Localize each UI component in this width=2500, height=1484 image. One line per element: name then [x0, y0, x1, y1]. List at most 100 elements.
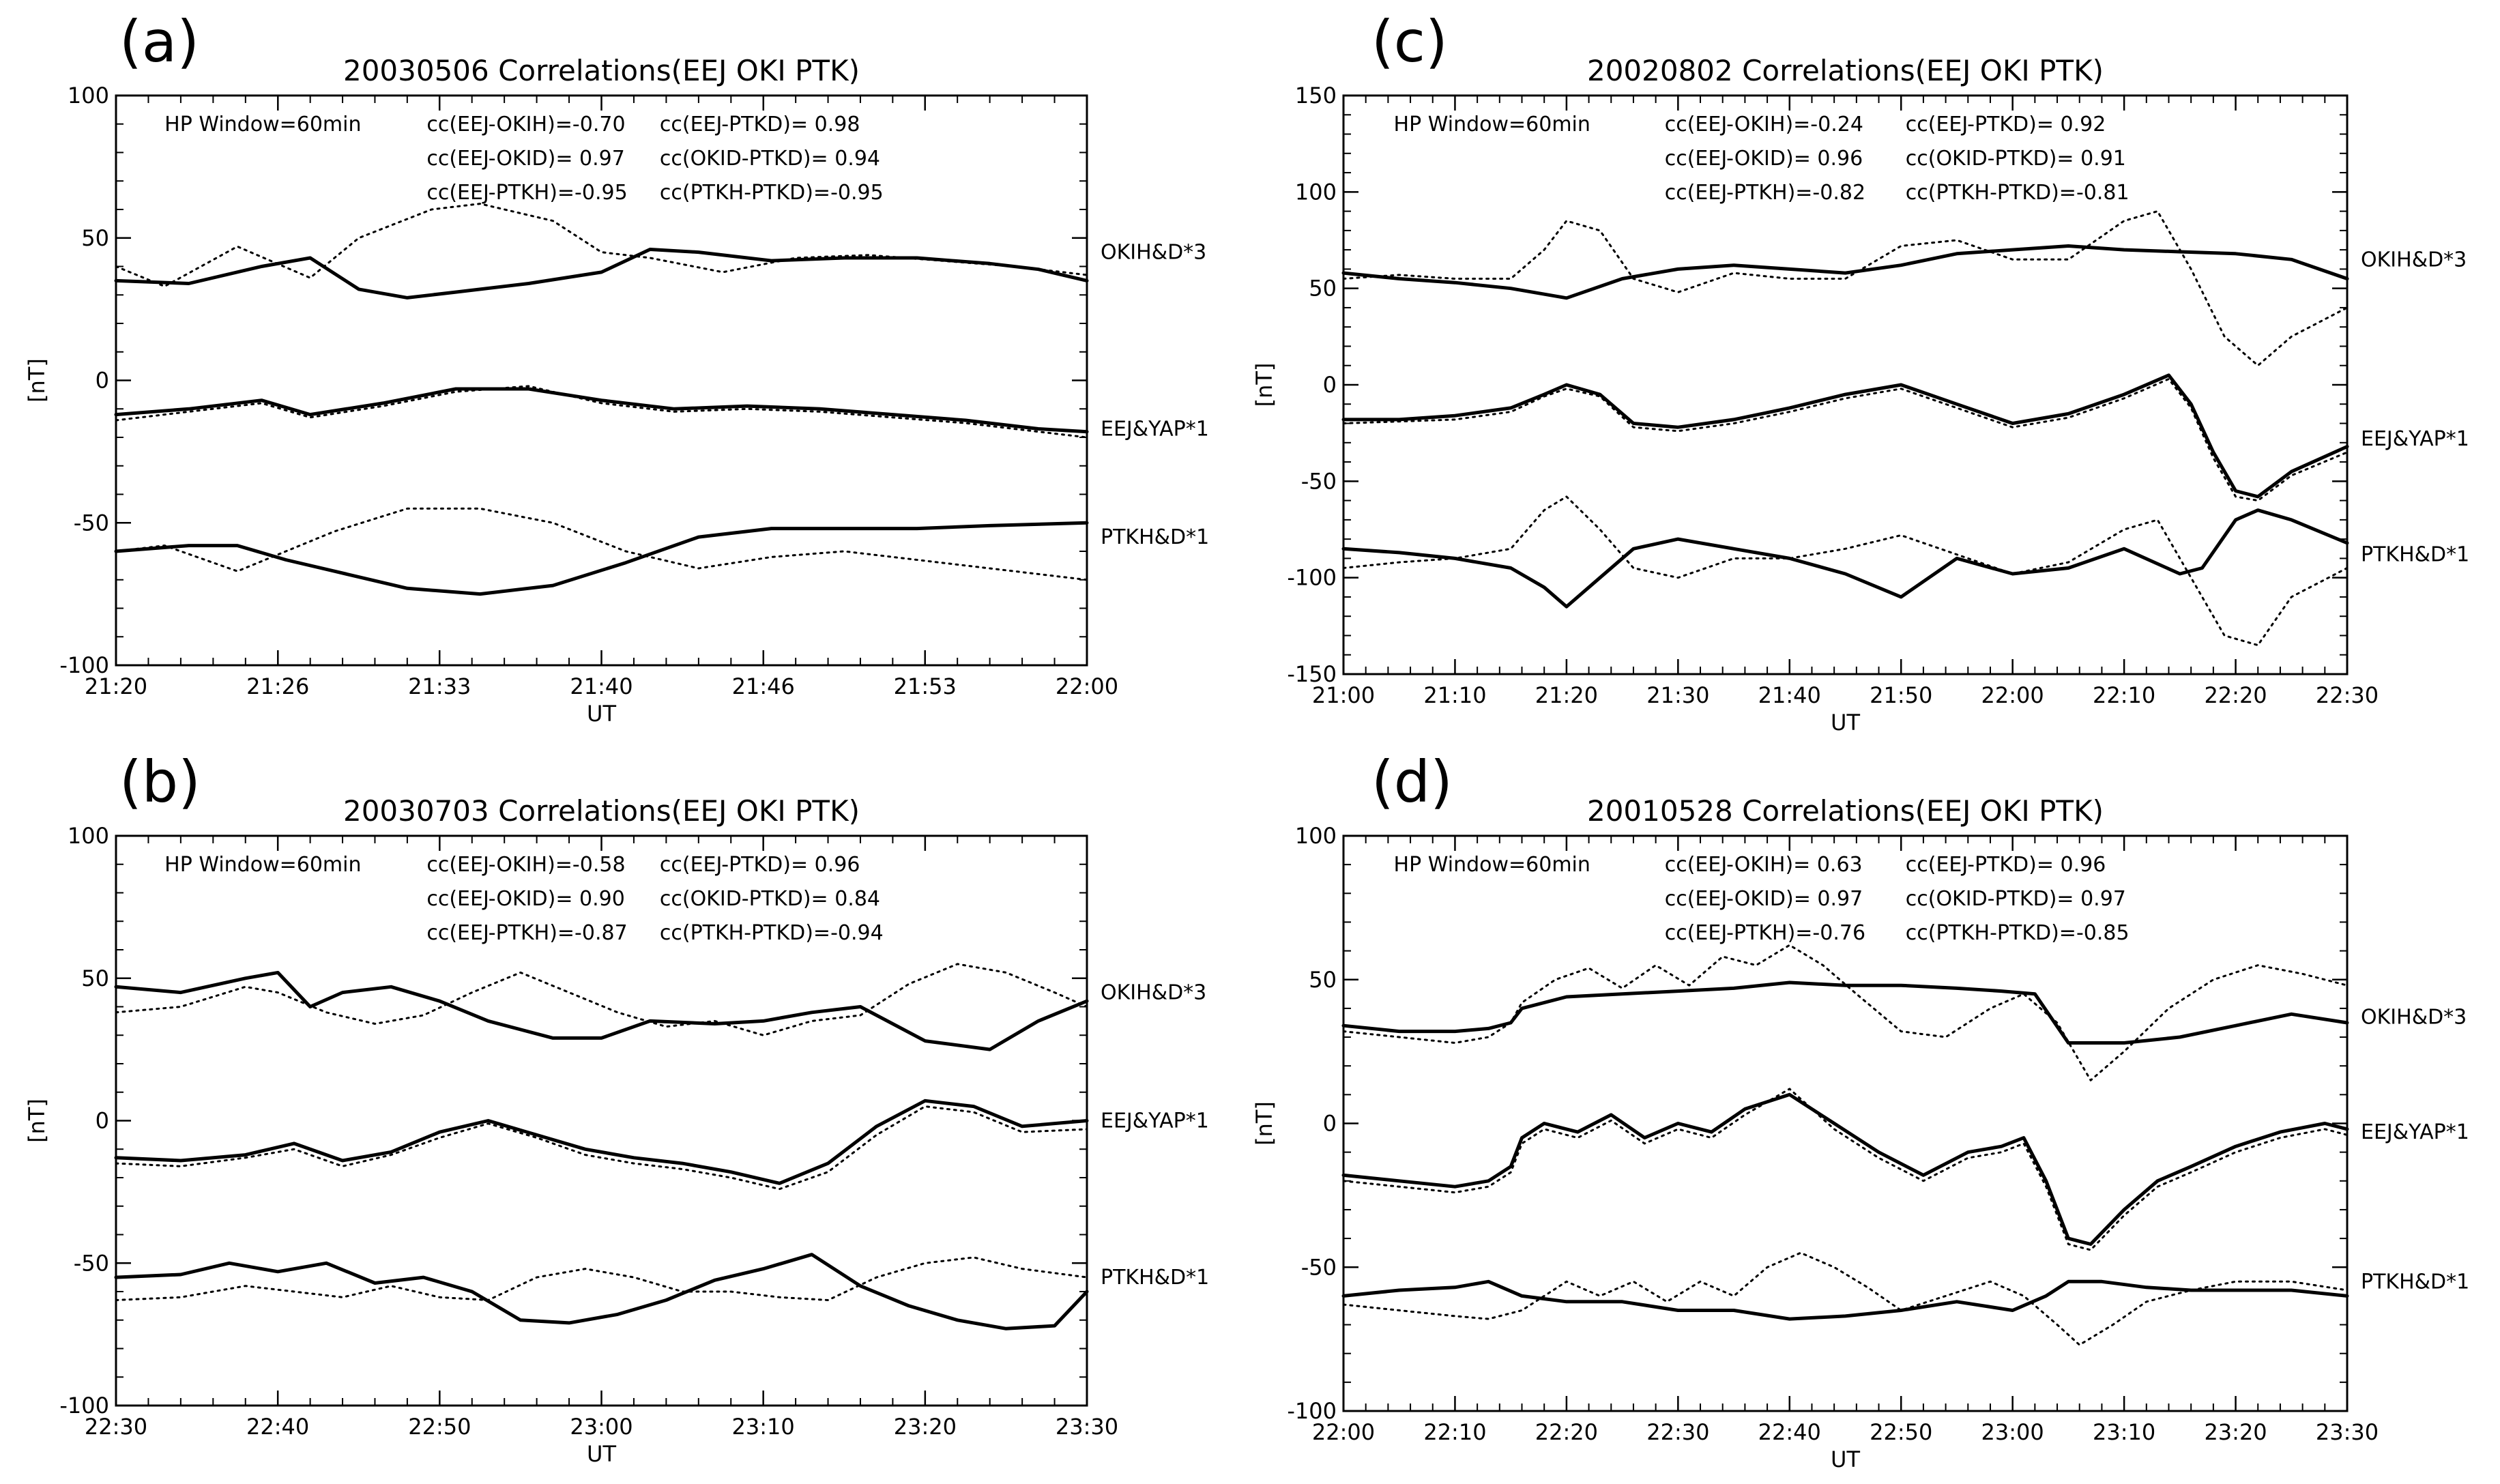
series-line-oki-dotted — [1342, 210, 2349, 367]
series-line-eej-solid — [114, 1099, 1089, 1185]
x-tick-label: 22:40 — [246, 1414, 309, 1440]
y-axis-label: [nT] — [1251, 1101, 1277, 1146]
correlation-text: cc(PTKH-PTKD)=-0.85 — [1906, 921, 2130, 945]
y-tick-label: -150 — [1287, 661, 1337, 687]
y-tick-label: -100 — [1287, 565, 1337, 591]
correlation-text: cc(PTKH-PTKD)=-0.95 — [660, 181, 884, 205]
window-label: HP Window=60min — [164, 113, 361, 136]
y-tick-label: -100 — [59, 652, 109, 678]
x-tick-label: 22:00 — [1312, 1419, 1375, 1445]
correlation-text: cc(EEJ-PTKD)= 0.96 — [660, 853, 860, 877]
series-label: PTKH&D*1 — [2361, 1270, 2469, 1294]
x-tick-label: 21:20 — [1535, 682, 1598, 708]
panel-letter: (b) — [119, 748, 201, 815]
series-label: OKIH&D*3 — [2361, 248, 2467, 272]
x-tick-label: 21:46 — [732, 673, 795, 699]
y-axis-label: [nT] — [1251, 363, 1277, 407]
x-tick-label: 22:00 — [1056, 673, 1118, 699]
series-label: EEJ&YAP*1 — [1101, 417, 1209, 441]
series-label: OKIH&D*3 — [1101, 241, 1206, 265]
correlation-text: cc(EEJ-PTKH)=-0.82 — [1665, 181, 1865, 205]
series-line-oki-dotted — [115, 963, 1088, 1036]
x-tick-label: 23:30 — [1056, 1414, 1118, 1440]
y-tick-label: 0 — [96, 368, 109, 394]
panel-letter: (d) — [1371, 748, 1453, 815]
x-tick-label: 21:50 — [1870, 682, 1932, 708]
chart-title: 20030703 Correlations(EEJ OKI PTK) — [343, 794, 860, 828]
correlation-text: cc(EEJ-PTKH)=-0.76 — [1665, 921, 1865, 945]
panel-letter: (a) — [119, 8, 199, 75]
series-line-ptk-dotted — [115, 1256, 1088, 1301]
x-tick-label: 22:50 — [408, 1414, 471, 1440]
x-tick-label: 22:20 — [2204, 682, 2267, 708]
x-tick-label: 22:10 — [2093, 682, 2155, 708]
series-line-ptk-solid — [114, 1253, 1089, 1330]
x-tick-label: 22:20 — [1535, 1419, 1598, 1445]
x-tick-label: 23:10 — [732, 1414, 795, 1440]
y-axis-label: [nT] — [24, 358, 50, 403]
series-label: EEJ&YAP*1 — [1101, 1109, 1209, 1133]
y-axis-label: [nT] — [24, 1099, 50, 1143]
x-tick-label: 21:10 — [1423, 682, 1486, 708]
correlation-text: cc(EEJ-OKID)= 0.90 — [426, 887, 624, 911]
series-line-eej-dotted — [115, 385, 1088, 439]
correlation-text: cc(OKID-PTKD)= 0.84 — [660, 887, 880, 911]
x-tick-label: 21:33 — [408, 673, 471, 699]
chart-title: 20010528 Correlations(EEJ OKI PTK) — [1587, 794, 2104, 828]
x-tick-label: 22:30 — [2316, 682, 2379, 708]
series-line-eej-solid — [114, 387, 1089, 434]
y-tick-label: -50 — [1301, 468, 1337, 494]
panel-letter: (c) — [1371, 8, 1448, 75]
x-tick-label: 23:00 — [1981, 1419, 2044, 1445]
y-tick-label: 100 — [68, 83, 109, 108]
y-tick-label: 50 — [81, 965, 109, 991]
y-tick-label: 0 — [1323, 372, 1337, 398]
series-label: EEJ&YAP*1 — [2361, 427, 2469, 451]
y-tick-label: -100 — [1287, 1398, 1337, 1424]
x-tick-label: 23:10 — [2093, 1419, 2155, 1445]
series-label: OKIH&D*3 — [2361, 1006, 2467, 1030]
x-tick-label: 21:26 — [246, 673, 309, 699]
y-tick-label: 100 — [1295, 823, 1337, 849]
y-tick-label: 150 — [1295, 83, 1337, 108]
x-tick-label: 22:10 — [1423, 1419, 1486, 1445]
series-label: PTKH&D*1 — [1101, 525, 1209, 549]
y-tick-label: 0 — [1323, 1111, 1337, 1137]
correlation-text: cc(EEJ-PTKD)= 0.98 — [660, 113, 860, 136]
y-tick-label: -50 — [74, 510, 109, 536]
x-tick-label: 23:30 — [2316, 1419, 2379, 1445]
series-line-eej-dotted — [1342, 1088, 2349, 1251]
y-tick-label: 100 — [1295, 179, 1337, 205]
correlation-text: cc(EEJ-OKIH)=-0.58 — [426, 853, 625, 877]
panel-b: (b) 20030703 Correlations(EEJ OKI PTK) -10… — [24, 748, 1209, 1467]
series-line-ptk-dotted — [1342, 1251, 2349, 1346]
correlation-text: cc(EEJ-OKID)= 0.97 — [426, 147, 624, 171]
window-label: HP Window=60min — [1394, 113, 1590, 136]
series-line-oki-dotted — [1342, 944, 2349, 1081]
y-tick-label: 50 — [1309, 276, 1337, 302]
series-line-oki-dotted — [115, 203, 1088, 288]
series-line-ptk-solid — [1341, 1279, 2349, 1321]
correlation-text: cc(EEJ-PTKD)= 0.96 — [1906, 853, 2106, 877]
y-tick-label: -50 — [74, 1250, 109, 1276]
correlation-text: cc(OKID-PTKD)= 0.91 — [1906, 147, 2126, 171]
panel-d: (d) 20010528 Correlations(EEJ OKI PTK) -10… — [1251, 748, 2469, 1472]
correlation-text: cc(EEJ-OKIH)=-0.24 — [1665, 113, 1863, 136]
correlation-text: cc(EEJ-PTKD)= 0.92 — [1906, 113, 2106, 136]
x-tick-label: 21:40 — [1758, 682, 1821, 708]
series-label: EEJ&YAP*1 — [2361, 1120, 2469, 1144]
y-tick-label: 50 — [1309, 967, 1337, 993]
panel-c: (c) 20020802 Correlations(EEJ OKI PTK) -15… — [1251, 8, 2469, 736]
correlation-text: cc(EEJ-OKIH)= 0.63 — [1665, 853, 1863, 877]
correlation-text: cc(OKID-PTKD)= 0.97 — [1906, 887, 2126, 911]
window-label: HP Window=60min — [164, 853, 361, 877]
series-line-oki-solid — [1341, 980, 2349, 1045]
x-tick-label: 21:20 — [85, 673, 147, 699]
chart-title: 20020802 Correlations(EEJ OKI PTK) — [1587, 54, 2104, 87]
correlation-text: cc(EEJ-PTKH)=-0.95 — [426, 181, 627, 205]
correlation-text: cc(PTKH-PTKD)=-0.94 — [660, 921, 884, 945]
x-tick-label: 22:30 — [85, 1414, 147, 1440]
correlation-text: cc(EEJ-OKIH)=-0.70 — [426, 113, 625, 136]
series-line-ptk-solid — [1341, 508, 2349, 609]
series-line-oki-solid — [114, 970, 1089, 1051]
